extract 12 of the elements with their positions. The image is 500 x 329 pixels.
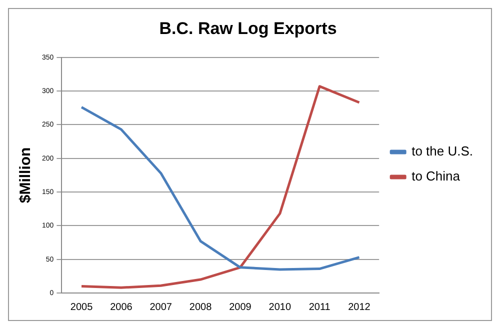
legend-label: to the U.S. bbox=[412, 144, 473, 159]
legend-label: to China bbox=[412, 168, 461, 184]
x-tick-label: 2012 bbox=[348, 302, 371, 313]
y-axis-title: $Million bbox=[17, 147, 34, 204]
x-tick-label: 2009 bbox=[229, 302, 252, 313]
x-tick-label: 2008 bbox=[189, 302, 212, 313]
chart-title: B.C. Raw Log Exports bbox=[159, 18, 337, 38]
x-tick-label: 2010 bbox=[268, 302, 292, 313]
x-tick-label: 2005 bbox=[70, 302, 94, 313]
x-tick-label: 2006 bbox=[110, 302, 133, 313]
x-tick-label: 2007 bbox=[150, 302, 172, 313]
x-tick-label: 2011 bbox=[308, 302, 331, 313]
